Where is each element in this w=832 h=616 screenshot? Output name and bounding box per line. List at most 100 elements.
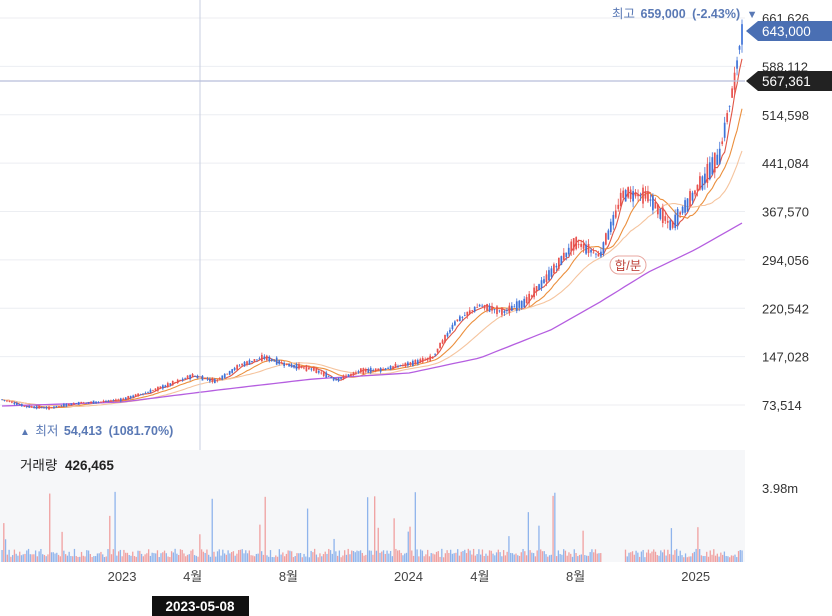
candle-body bbox=[510, 305, 513, 311]
volume-bar bbox=[294, 556, 296, 562]
candle-body bbox=[102, 400, 105, 402]
candle-body bbox=[107, 400, 110, 402]
candle-body bbox=[622, 190, 625, 198]
candle-body bbox=[550, 268, 553, 277]
volume-bar bbox=[17, 555, 19, 562]
candle-body bbox=[674, 214, 677, 228]
volume-bar bbox=[250, 555, 252, 562]
volume-bar bbox=[133, 556, 136, 562]
price-tick-label: 441,084 bbox=[762, 156, 809, 171]
volume-bar bbox=[642, 549, 644, 562]
candle-body bbox=[716, 154, 719, 165]
volume-bar bbox=[515, 553, 517, 562]
candle-body bbox=[392, 366, 394, 369]
volume-bar bbox=[382, 550, 385, 562]
volume-bar bbox=[372, 554, 374, 562]
volume-bar bbox=[471, 554, 473, 562]
volume-bar bbox=[93, 556, 95, 562]
candle-body bbox=[112, 400, 115, 402]
candle-body bbox=[293, 364, 295, 368]
volume-bar bbox=[679, 550, 681, 562]
volume-bar bbox=[398, 550, 401, 562]
volume-bar bbox=[683, 557, 685, 562]
low-change: (1081.70%) bbox=[109, 424, 174, 438]
candle-body bbox=[431, 357, 434, 359]
volume-bar bbox=[573, 549, 575, 562]
candle-body bbox=[496, 306, 498, 315]
volume-bar bbox=[82, 555, 84, 562]
volume-bar bbox=[185, 556, 187, 562]
candle-body bbox=[58, 405, 60, 407]
candle-body bbox=[317, 370, 320, 373]
volume-bar bbox=[465, 553, 468, 562]
volume-bar bbox=[570, 553, 572, 562]
volume-bar bbox=[86, 550, 88, 562]
volume-bar bbox=[15, 553, 17, 562]
candle-body bbox=[228, 371, 231, 375]
volume-bar bbox=[123, 549, 125, 562]
candle-body bbox=[632, 191, 634, 202]
volume-bar bbox=[163, 550, 166, 562]
candle-body bbox=[124, 397, 127, 400]
candle-body bbox=[53, 406, 55, 409]
volume-bar bbox=[213, 551, 215, 562]
volume-bar bbox=[13, 549, 16, 562]
candle-body bbox=[164, 385, 167, 388]
volume-bar bbox=[672, 554, 674, 562]
candle-body bbox=[179, 379, 182, 381]
volume-bar bbox=[395, 548, 397, 562]
candle-body bbox=[441, 340, 444, 344]
volume-bar bbox=[188, 554, 190, 562]
volume-bar bbox=[109, 515, 111, 562]
candle-body bbox=[409, 362, 412, 365]
volume-bar bbox=[57, 554, 60, 562]
volume-bar bbox=[661, 552, 664, 562]
candle-body bbox=[280, 362, 283, 364]
volume-axis-tick: 3.98m bbox=[762, 481, 798, 496]
volume-bar bbox=[195, 555, 197, 562]
volume-bar bbox=[389, 550, 392, 562]
volume-bar bbox=[68, 551, 70, 562]
candle-body bbox=[458, 316, 461, 322]
volume-bar bbox=[517, 555, 519, 562]
volume-bar bbox=[709, 550, 711, 562]
candle-body bbox=[63, 404, 65, 407]
volume-bar bbox=[125, 552, 127, 562]
candle-body bbox=[77, 402, 80, 405]
volume-bar bbox=[435, 551, 438, 562]
volume-bar bbox=[119, 549, 122, 562]
volume-bar bbox=[47, 554, 49, 562]
time-tick-label: 4월 bbox=[470, 569, 489, 584]
candle-body bbox=[55, 405, 58, 408]
candle-body bbox=[426, 357, 429, 361]
volume-bar bbox=[527, 512, 530, 562]
volume-bar bbox=[75, 556, 77, 562]
candle-body bbox=[82, 402, 85, 404]
volume-bar bbox=[126, 552, 129, 562]
volume-bar bbox=[547, 556, 549, 562]
candle-body bbox=[110, 400, 112, 402]
volume-bar bbox=[653, 549, 655, 562]
time-tick-label: 8월 bbox=[566, 569, 585, 584]
volume-bar bbox=[571, 556, 574, 562]
candle-body bbox=[387, 367, 389, 369]
candle-body bbox=[671, 221, 674, 228]
volume-bar bbox=[322, 554, 325, 562]
volume-bar bbox=[149, 555, 152, 562]
volume-bar bbox=[114, 491, 116, 562]
volume-bar bbox=[252, 555, 254, 562]
candle-body bbox=[597, 253, 600, 257]
volume-bar bbox=[155, 553, 157, 562]
candle-body bbox=[18, 404, 21, 406]
candle-body bbox=[132, 395, 135, 398]
candle-body bbox=[540, 280, 543, 289]
candle-body bbox=[461, 316, 464, 318]
candle-body bbox=[231, 369, 234, 373]
volume-bar bbox=[658, 555, 660, 562]
split-annotation-text: 합/분 bbox=[615, 259, 641, 273]
candle-body bbox=[543, 279, 545, 284]
volume-bar bbox=[308, 557, 311, 562]
candle-body bbox=[11, 401, 13, 403]
volume-bar bbox=[291, 551, 293, 562]
